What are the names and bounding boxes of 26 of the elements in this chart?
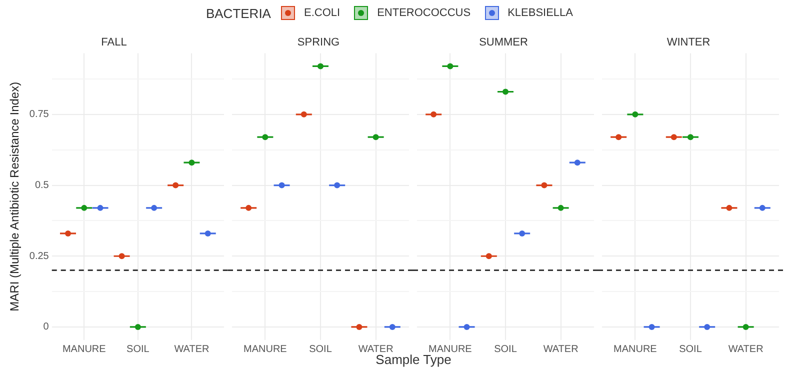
chart-title: SUMMER	[479, 36, 528, 49]
y-tick-label: 0.5	[34, 180, 50, 192]
x-tick-label: SOIL	[494, 344, 518, 355]
y-tick-label: 0.75	[29, 109, 50, 120]
legend-label: E.COLI	[304, 7, 340, 19]
x-tick-label: SOIL	[309, 344, 332, 355]
x-tick-label: MANURE	[614, 344, 658, 355]
y-axis-title: MARI (Multiple Antibiotic Resistance Index)	[8, 82, 22, 312]
legend-label: ENTEROCOCCUS	[377, 7, 471, 19]
chart-title: FALL	[101, 36, 127, 49]
x-axis-title: Sample Type	[376, 352, 452, 367]
y-tick-label: 0	[43, 322, 50, 333]
legend-title: BACTERIA	[206, 6, 271, 20]
legend-label: KLEBSIELLA	[508, 7, 574, 19]
x-tick-label: WATER	[358, 344, 394, 355]
chart-title: SPRING	[297, 36, 340, 49]
x-tick-label: SOIL	[679, 344, 702, 355]
x-tick-label: MANURE	[428, 344, 472, 355]
chart-title: WINTER	[666, 36, 710, 49]
x-tick-label: SOIL	[126, 344, 150, 355]
x-tick-label: MANURE	[62, 344, 106, 355]
x-tick-label: MANURE	[244, 344, 288, 355]
x-tick-label: WATER	[728, 344, 764, 355]
x-tick-label: WATER	[174, 344, 210, 355]
y-tick-label: 0.25	[29, 250, 50, 262]
x-tick-label: WATER	[543, 344, 578, 355]
